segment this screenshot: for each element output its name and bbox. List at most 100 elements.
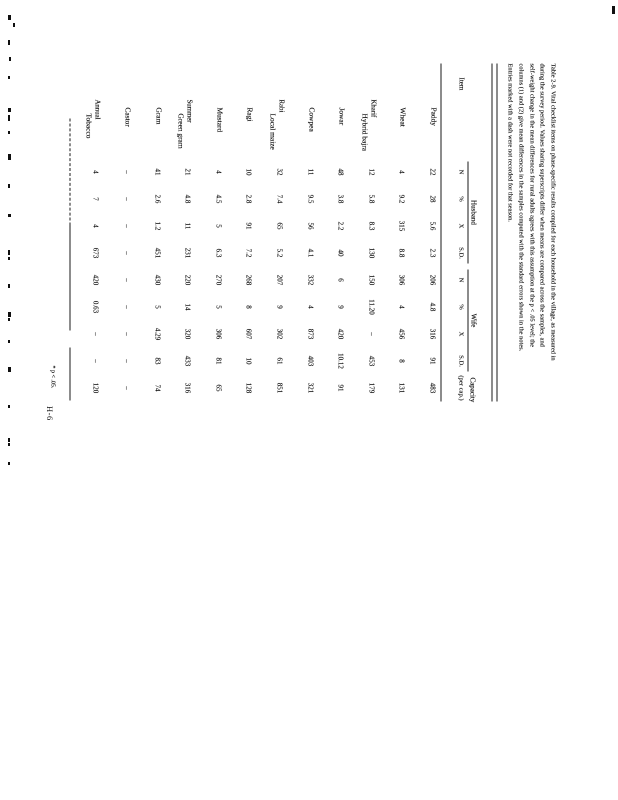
row-label-cell: Paddy bbox=[429, 63, 440, 158]
cell-value: 32 bbox=[275, 168, 284, 175]
row-label-cell: Wheat bbox=[398, 63, 409, 158]
row-label-cell: Mustard bbox=[215, 63, 226, 158]
cell-value: 306 bbox=[213, 328, 222, 339]
scan-tick-mark bbox=[13, 23, 15, 27]
row-label: Wheat bbox=[398, 107, 408, 127]
row-label: Tobacco bbox=[84, 113, 94, 138]
column-header-cell: (per cap.) bbox=[457, 374, 464, 401]
cell-value: 6.3 bbox=[213, 248, 222, 257]
column-header-cell: X bbox=[457, 331, 464, 336]
table-row: Paddy 22 28 5.6 2.3 206 4.8 316 91 483 bbox=[409, 63, 440, 401]
cell-value: – bbox=[122, 223, 131, 228]
cell-value: 5.8 bbox=[366, 194, 375, 203]
scan-tick-mark bbox=[8, 76, 10, 79]
cell-value: 9 bbox=[336, 304, 345, 309]
cell-value: 315 bbox=[397, 220, 406, 231]
cell-value: 41 bbox=[152, 168, 161, 175]
scan-tick-mark bbox=[8, 367, 11, 372]
cell-value: 4.8 bbox=[428, 302, 436, 311]
cell-value: 320 bbox=[183, 328, 192, 339]
row-label: Mustard bbox=[214, 107, 224, 132]
cell-value: 5 bbox=[213, 223, 222, 228]
cell-value: 430 bbox=[152, 274, 161, 285]
cell-value: 231 bbox=[183, 247, 192, 258]
row-label: Local maize bbox=[267, 113, 277, 150]
cell-value: 483 bbox=[428, 382, 436, 393]
cell-value: 6 bbox=[336, 277, 345, 282]
cell-value: – bbox=[122, 385, 131, 390]
table-bottom-rule-left bbox=[69, 118, 70, 225]
cell-value: 56 bbox=[305, 222, 314, 229]
table-row: Summer Green gram 21 4.8 11 231 220 14 320 433 316 bbox=[165, 63, 196, 401]
page-number-label: H-6 bbox=[45, 406, 55, 421]
scan-tick-mark bbox=[8, 214, 11, 217]
cell-value: 4 bbox=[213, 169, 222, 174]
scan-tick-mark bbox=[8, 40, 10, 45]
cell-value: 8 bbox=[397, 358, 406, 363]
cell-value: 420 bbox=[336, 328, 345, 339]
cell-value: 4.5 bbox=[213, 194, 222, 203]
cell-value: 4 bbox=[91, 169, 100, 174]
cell-value: 21 bbox=[183, 168, 192, 175]
cell-value: 4 bbox=[397, 169, 406, 174]
cell-value: 306 bbox=[397, 274, 406, 285]
row-label-cell: Castor bbox=[123, 63, 134, 158]
cell-value: – bbox=[122, 331, 131, 336]
column-header-cell: S.D. bbox=[457, 246, 464, 259]
cell-value: 7 bbox=[91, 196, 100, 201]
row-label: Paddy bbox=[429, 107, 438, 126]
cell-value: – bbox=[122, 277, 131, 282]
cell-value: 7.2 bbox=[244, 248, 253, 257]
row-label-cell: Jowar bbox=[337, 63, 348, 158]
group-header-cell: Capacity bbox=[468, 377, 476, 402]
table-group-header-row: Husband Wife Capacity bbox=[467, 63, 489, 402]
cell-value: 4 bbox=[305, 304, 314, 309]
row-label-cell: Rabi Local maize bbox=[268, 63, 287, 158]
cell-value: 302 bbox=[275, 328, 284, 339]
cell-value: 40 bbox=[336, 249, 345, 256]
cell-value: 28 bbox=[428, 195, 436, 202]
cell-value: – bbox=[122, 358, 131, 363]
cell-value: 5.2 bbox=[275, 248, 284, 257]
row-label-cell: Cowpea bbox=[306, 63, 317, 158]
scan-tick-mark bbox=[8, 108, 11, 112]
cell-value: 1.2 bbox=[152, 221, 161, 230]
cell-value: 8.3 bbox=[366, 221, 375, 230]
cell-value: 316 bbox=[183, 382, 192, 393]
cell-value: 270 bbox=[213, 274, 222, 285]
table-row: Kharif Hybrid bajra 12 5.8 8.3 130 150 11.20 – 45… bbox=[348, 63, 379, 401]
cell-value: 207 bbox=[275, 274, 284, 285]
column-header-cell: % bbox=[457, 195, 464, 202]
cell-value: 453 bbox=[366, 355, 375, 366]
scan-tick-mark bbox=[8, 115, 10, 121]
column-header-cell: % bbox=[457, 303, 464, 310]
cell-value: 2.8 bbox=[244, 194, 253, 203]
scan-tick-mark bbox=[8, 131, 10, 134]
cell-value: 179 bbox=[366, 382, 375, 393]
cell-value: 7.4 bbox=[275, 194, 284, 203]
cell-value: 2.2 bbox=[336, 221, 345, 230]
cell-value: 851 bbox=[275, 382, 284, 393]
cell-value: 9 bbox=[275, 304, 284, 309]
cell-value: 11 bbox=[305, 168, 314, 175]
scan-tick-mark bbox=[8, 312, 11, 317]
cell-value: 4 bbox=[91, 223, 100, 228]
table-row: Wheat 4 9.2 315 8.8 306 4 456 8 131 bbox=[379, 63, 410, 401]
cell-value: 2.3 bbox=[428, 248, 436, 257]
scan-tick-mark bbox=[8, 318, 10, 321]
cell-value: 9.2 bbox=[397, 194, 406, 203]
column-header-cell: N bbox=[457, 277, 464, 282]
group-header-cell: Wife bbox=[467, 269, 477, 371]
scan-tick-mark bbox=[8, 284, 10, 288]
cell-value: 220 bbox=[183, 274, 192, 285]
cell-value: 10 bbox=[244, 357, 253, 364]
cell-value: 2.6 bbox=[152, 194, 161, 203]
cell-value: 131 bbox=[397, 382, 406, 393]
cell-value: – bbox=[366, 331, 375, 336]
cell-value: 65 bbox=[275, 222, 284, 229]
scan-tick-mark bbox=[8, 443, 10, 446]
cell-value: 5 bbox=[152, 304, 161, 309]
cell-value: 91 bbox=[244, 222, 253, 229]
cell-value: 22 bbox=[428, 168, 436, 175]
row-label: Green gram bbox=[176, 113, 186, 149]
